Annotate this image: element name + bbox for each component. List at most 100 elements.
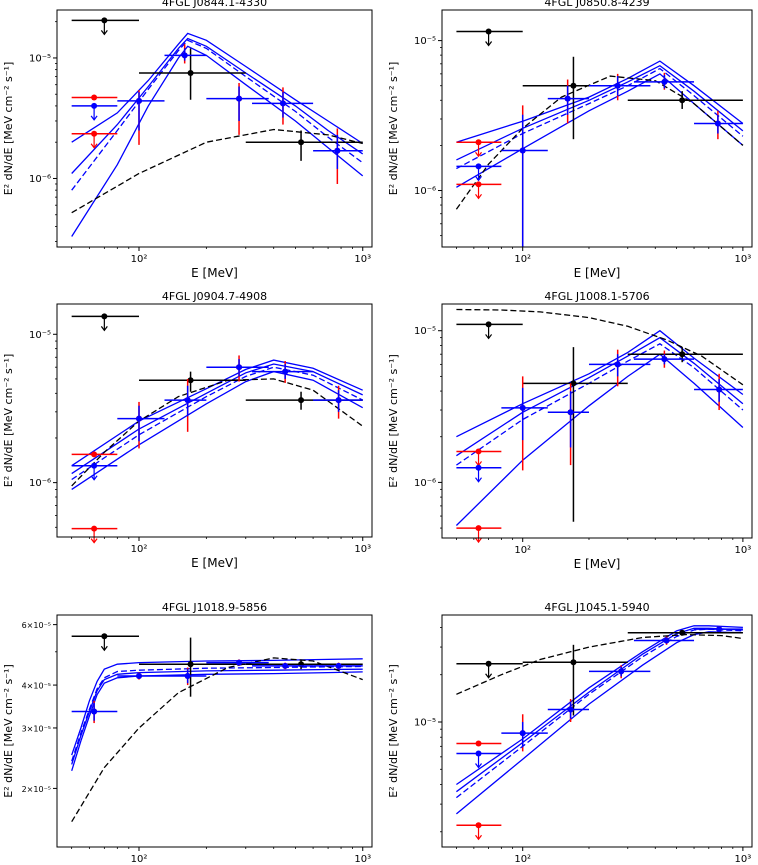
blue-data-point bbox=[501, 114, 548, 247]
x-axis-label: E [MeV] bbox=[574, 557, 621, 571]
data-marker bbox=[335, 662, 342, 669]
blue-data-point bbox=[633, 74, 695, 89]
blue-band-mid-curve bbox=[71, 37, 364, 174]
data-marker bbox=[181, 52, 188, 59]
blue-data-point bbox=[547, 391, 589, 448]
upper-limit-arrow bbox=[90, 475, 98, 481]
blue-model-curve bbox=[71, 665, 363, 762]
upper-limit-arrow bbox=[90, 143, 98, 149]
black-model-curve bbox=[71, 128, 363, 214]
data-marker bbox=[614, 361, 621, 368]
data-marker bbox=[519, 404, 526, 411]
upper-limit-arrow bbox=[100, 30, 108, 36]
upper-limit-arrow bbox=[475, 763, 483, 769]
data-marker bbox=[136, 97, 143, 104]
data-marker bbox=[136, 415, 143, 422]
upper-limit-arrow bbox=[485, 334, 493, 340]
x-tick-label: 10² bbox=[514, 854, 531, 865]
upper-limit-arrow bbox=[475, 834, 483, 841]
blue-data-point bbox=[588, 76, 651, 96]
blue-data-point bbox=[164, 669, 207, 684]
black-data-point bbox=[456, 321, 523, 340]
sed-panel: 4FGL J0850.8-4239 10² 10³ 10⁻⁶ 10⁻⁵ E [MeV] E²… bbox=[387, 0, 753, 280]
data-marker bbox=[101, 633, 108, 640]
blue-band-upper-curve bbox=[71, 359, 363, 467]
upper-limit-arrow bbox=[100, 326, 108, 332]
red-data-point bbox=[456, 740, 502, 747]
y-axis-label: E² dN/dE [MeV cm⁻² s⁻¹] bbox=[2, 354, 15, 488]
x-tick-label: 10³ bbox=[354, 544, 371, 555]
data-marker bbox=[716, 626, 723, 633]
data-marker bbox=[519, 730, 526, 737]
blue-data-point bbox=[501, 721, 548, 748]
data-marker bbox=[335, 397, 342, 404]
blue-band-lower-curve bbox=[71, 45, 364, 237]
blue-data-point bbox=[164, 385, 207, 417]
blue-data-point bbox=[633, 354, 695, 365]
data-marker bbox=[485, 321, 492, 328]
data-marker bbox=[716, 386, 723, 393]
x-axis-label: E [MeV] bbox=[191, 556, 238, 570]
blue-data-point bbox=[206, 659, 269, 666]
data-marker bbox=[564, 95, 571, 102]
upper-limit-arrow bbox=[475, 193, 483, 200]
blue-data-point bbox=[588, 354, 651, 377]
black-data-point bbox=[627, 629, 743, 636]
data-marker bbox=[298, 139, 305, 146]
black-model-curve bbox=[456, 633, 743, 695]
plot-frame bbox=[56, 303, 373, 538]
upper-limit-arrow bbox=[475, 477, 483, 483]
y-axis-label: E² dN/dE [MeV cm⁻² s⁻¹] bbox=[387, 664, 400, 798]
y-tick-label: 10⁻⁶ bbox=[29, 478, 51, 489]
red-data-point bbox=[456, 181, 502, 200]
data-marker bbox=[236, 659, 243, 666]
upper-limit-arrow bbox=[475, 151, 483, 158]
data-marker bbox=[282, 368, 289, 375]
data-marker bbox=[567, 409, 574, 416]
blue-model-curve bbox=[456, 67, 744, 170]
black-model-curve bbox=[456, 308, 744, 386]
blue-data-point bbox=[547, 701, 589, 719]
x-tick-label: 10³ bbox=[354, 854, 371, 865]
y-axis-label: E² dN/dE [MeV cm⁻² s⁻¹] bbox=[387, 354, 400, 488]
upper-limit-arrow bbox=[485, 673, 493, 679]
plot-frame bbox=[441, 614, 753, 848]
data-marker bbox=[567, 706, 574, 713]
blue-data-point bbox=[501, 387, 548, 441]
data-marker bbox=[475, 525, 482, 532]
black-model-curve bbox=[71, 657, 363, 823]
blue-data-point bbox=[252, 364, 314, 379]
data-marker bbox=[679, 629, 686, 636]
black-data-point bbox=[139, 637, 246, 697]
data-marker bbox=[136, 673, 143, 680]
red-data-point bbox=[71, 94, 118, 101]
blue-data-point bbox=[694, 626, 743, 633]
blue-data-point bbox=[117, 92, 165, 131]
y-tick-label: 10⁻⁵ bbox=[29, 330, 51, 341]
blue-data-point bbox=[71, 462, 118, 481]
blue-band-mid-curve bbox=[71, 668, 363, 765]
blue-data-point bbox=[206, 359, 269, 377]
data-marker bbox=[570, 82, 577, 89]
y-tick-label: 4×10⁻⁵ bbox=[22, 682, 51, 691]
chart-title: 4FGL J0850.8-4239 bbox=[544, 0, 649, 9]
data-marker bbox=[661, 356, 668, 363]
data-marker bbox=[679, 351, 686, 358]
blue-band-lower-curve bbox=[71, 671, 363, 771]
blue-data-point bbox=[456, 464, 502, 483]
red-data-point bbox=[71, 130, 118, 149]
blue-data-point bbox=[252, 92, 314, 118]
black-data-point bbox=[456, 660, 523, 679]
y-tick-label: 10⁻⁶ bbox=[29, 174, 51, 185]
y-tick-label: 10⁻⁵ bbox=[29, 53, 51, 64]
chart-title: 4FGL J0844.1-4330 bbox=[162, 0, 267, 9]
y-tick-label: 10⁻⁵ bbox=[414, 326, 436, 337]
data-marker bbox=[91, 451, 98, 458]
black-data-point bbox=[139, 371, 246, 392]
data-marker bbox=[91, 525, 98, 532]
plot-frame bbox=[56, 614, 373, 848]
red-data-point bbox=[456, 525, 502, 544]
red-data-point bbox=[71, 451, 118, 458]
data-marker bbox=[184, 673, 191, 680]
